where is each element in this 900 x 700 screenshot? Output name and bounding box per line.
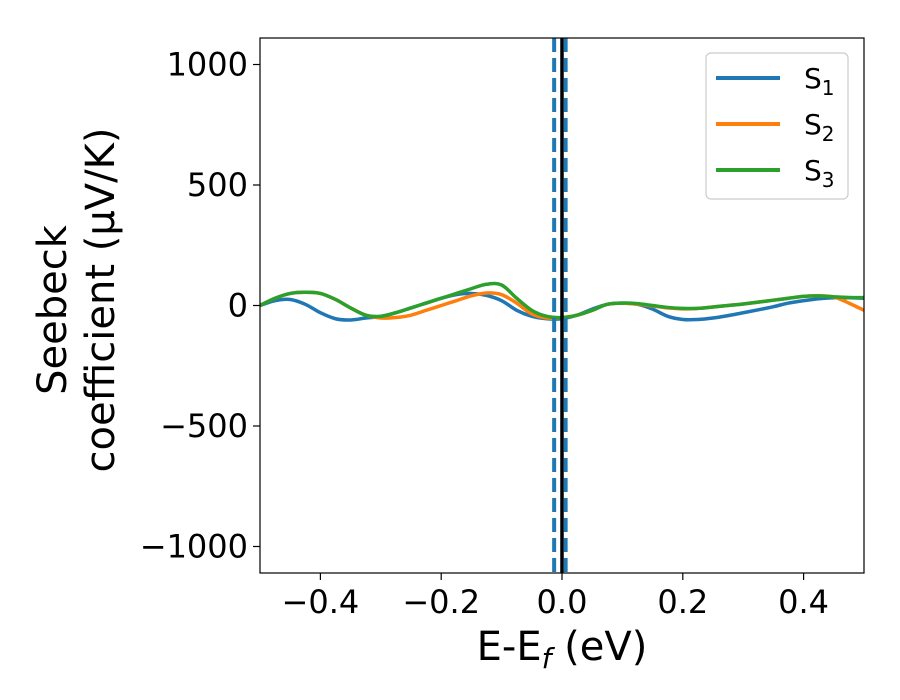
x-tick-label: −0.2 <box>402 583 480 621</box>
x-tick-label: 0.4 <box>778 583 829 621</box>
y-axis-title: Seebeck coefficient (μV/K) <box>30 128 124 473</box>
x-axis-title-unit: (eV) <box>551 624 647 670</box>
x-axis-title-main: E-E <box>477 624 542 670</box>
legend: S1 S2 S3 <box>705 52 849 200</box>
x-tick-label: 0.0 <box>537 583 588 621</box>
legend-label-s2: S2 <box>804 108 835 146</box>
legend-label-s3: S3 <box>804 154 835 192</box>
y-axis-title-line1: Seebeck <box>30 224 76 395</box>
y-axis-ticks: −1000 −500 0 500 1000 <box>140 46 260 565</box>
y-tick-label: 0 <box>228 287 248 325</box>
legend-label-s1: S1 <box>804 62 835 100</box>
vertical-lines <box>552 38 568 573</box>
y-tick-label: −500 <box>160 407 248 445</box>
x-axis-ticks: −0.4 −0.2 0.0 0.2 0.4 <box>282 573 829 621</box>
x-tick-label: 0.2 <box>657 583 708 621</box>
x-axis-title: E-Ef (eV) <box>477 624 648 675</box>
y-tick-label: 500 <box>187 166 248 204</box>
y-tick-label: 1000 <box>167 46 248 84</box>
x-tick-label: −0.4 <box>282 583 360 621</box>
y-axis-title-line2: coefficient (μV/K) <box>78 128 124 473</box>
y-tick-label: −1000 <box>140 527 248 565</box>
